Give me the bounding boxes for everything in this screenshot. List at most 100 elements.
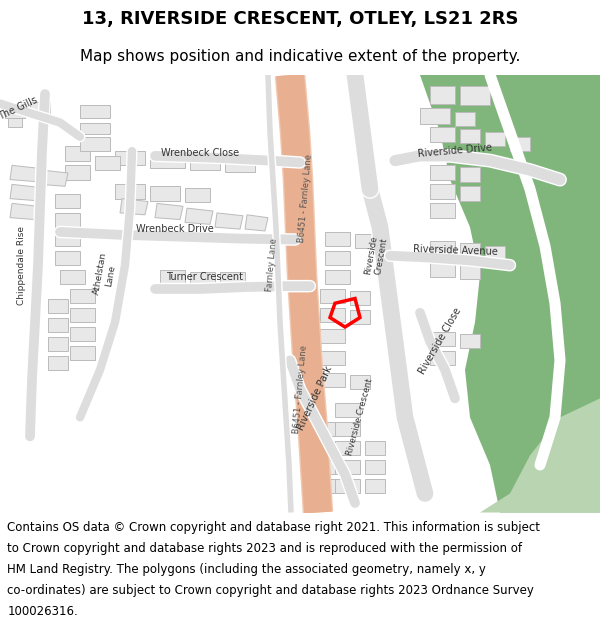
Polygon shape — [10, 166, 38, 181]
Polygon shape — [70, 308, 95, 322]
Polygon shape — [325, 270, 350, 284]
Polygon shape — [320, 441, 335, 456]
Polygon shape — [420, 108, 450, 124]
Polygon shape — [70, 327, 95, 341]
Polygon shape — [335, 441, 360, 456]
Text: B6451 - Farnley Lane: B6451 - Farnley Lane — [296, 154, 313, 243]
Polygon shape — [115, 151, 145, 166]
Polygon shape — [320, 460, 335, 474]
Polygon shape — [480, 398, 600, 512]
Text: Athelstan
Lane: Athelstan Lane — [92, 252, 118, 298]
Text: to Crown copyright and database rights 2023 and is reproduced with the permissio: to Crown copyright and database rights 2… — [7, 542, 522, 555]
Polygon shape — [430, 203, 455, 217]
Polygon shape — [355, 234, 375, 248]
Polygon shape — [455, 112, 475, 126]
Text: 13, RIVERSIDE CRESCENT, OTLEY, LS21 2RS: 13, RIVERSIDE CRESCENT, OTLEY, LS21 2RS — [82, 10, 518, 27]
Polygon shape — [30, 102, 50, 113]
Polygon shape — [365, 441, 385, 456]
Polygon shape — [335, 479, 360, 494]
Polygon shape — [120, 199, 148, 215]
Polygon shape — [48, 318, 68, 332]
Text: Riverside Crescent: Riverside Crescent — [346, 378, 374, 457]
Polygon shape — [335, 460, 360, 474]
Polygon shape — [320, 289, 345, 303]
Text: Farnley Lane: Farnley Lane — [265, 238, 279, 292]
Polygon shape — [335, 403, 360, 418]
Polygon shape — [5, 104, 25, 118]
Text: Turner Crescent: Turner Crescent — [167, 272, 244, 282]
Polygon shape — [160, 270, 185, 284]
Polygon shape — [320, 308, 345, 322]
Polygon shape — [150, 186, 180, 201]
Polygon shape — [65, 146, 90, 161]
Polygon shape — [510, 137, 530, 151]
Text: Riverside
Crescent: Riverside Crescent — [363, 234, 389, 277]
Polygon shape — [335, 422, 360, 436]
Text: Contains OS data © Crown copyright and database right 2021. This information is : Contains OS data © Crown copyright and d… — [7, 521, 540, 534]
Text: HM Land Registry. The polygons (including the associated geometry, namely x, y: HM Land Registry. The polygons (includin… — [7, 563, 486, 576]
Polygon shape — [190, 156, 220, 170]
Polygon shape — [185, 208, 213, 224]
Polygon shape — [115, 184, 145, 199]
Polygon shape — [325, 232, 350, 246]
Polygon shape — [430, 332, 455, 346]
Text: B6451 - Farnley Lane: B6451 - Farnley Lane — [292, 344, 308, 434]
Polygon shape — [485, 132, 505, 146]
Polygon shape — [55, 194, 80, 208]
Text: Wrenbeck Close: Wrenbeck Close — [161, 148, 239, 158]
Polygon shape — [365, 479, 385, 494]
Polygon shape — [460, 243, 480, 258]
Polygon shape — [215, 213, 243, 229]
Polygon shape — [10, 184, 38, 201]
Polygon shape — [485, 246, 505, 261]
Polygon shape — [80, 122, 110, 134]
Polygon shape — [155, 203, 183, 219]
Polygon shape — [190, 272, 215, 286]
Polygon shape — [55, 232, 80, 246]
Polygon shape — [430, 241, 455, 256]
Polygon shape — [460, 86, 490, 106]
Polygon shape — [460, 186, 480, 201]
Text: The Gills: The Gills — [0, 95, 39, 122]
Polygon shape — [320, 351, 345, 365]
Text: Chippendale Rise: Chippendale Rise — [17, 226, 26, 305]
Polygon shape — [80, 106, 110, 118]
Polygon shape — [150, 154, 185, 168]
Polygon shape — [48, 336, 68, 351]
Polygon shape — [320, 329, 345, 343]
Polygon shape — [65, 166, 90, 179]
Polygon shape — [325, 251, 350, 265]
Polygon shape — [320, 479, 335, 494]
Polygon shape — [10, 203, 38, 219]
Polygon shape — [220, 272, 245, 286]
Polygon shape — [430, 166, 455, 179]
Polygon shape — [95, 156, 120, 170]
Text: Riverside Park: Riverside Park — [296, 364, 334, 432]
Polygon shape — [40, 170, 68, 186]
Polygon shape — [60, 270, 85, 284]
Polygon shape — [430, 262, 455, 277]
Polygon shape — [185, 188, 210, 202]
Text: Map shows position and indicative extent of the property.: Map shows position and indicative extent… — [80, 49, 520, 64]
Polygon shape — [365, 460, 385, 474]
Polygon shape — [430, 184, 455, 199]
Polygon shape — [460, 264, 480, 279]
Polygon shape — [80, 137, 110, 151]
Text: co-ordinates) are subject to Crown copyright and database rights 2023 Ordnance S: co-ordinates) are subject to Crown copyr… — [7, 584, 534, 597]
Polygon shape — [460, 168, 480, 181]
Polygon shape — [420, 75, 600, 512]
Text: Wrenbeck Drive: Wrenbeck Drive — [136, 224, 214, 234]
Polygon shape — [460, 334, 480, 348]
Polygon shape — [70, 346, 95, 361]
Polygon shape — [430, 86, 455, 104]
Text: Riverside Drive: Riverside Drive — [418, 143, 493, 159]
Polygon shape — [350, 291, 370, 305]
Polygon shape — [350, 310, 370, 324]
Polygon shape — [55, 213, 80, 227]
Text: 100026316.: 100026316. — [7, 605, 78, 618]
Polygon shape — [460, 129, 480, 144]
Polygon shape — [70, 289, 95, 303]
Polygon shape — [320, 422, 335, 436]
Polygon shape — [55, 251, 80, 265]
Polygon shape — [245, 215, 268, 231]
